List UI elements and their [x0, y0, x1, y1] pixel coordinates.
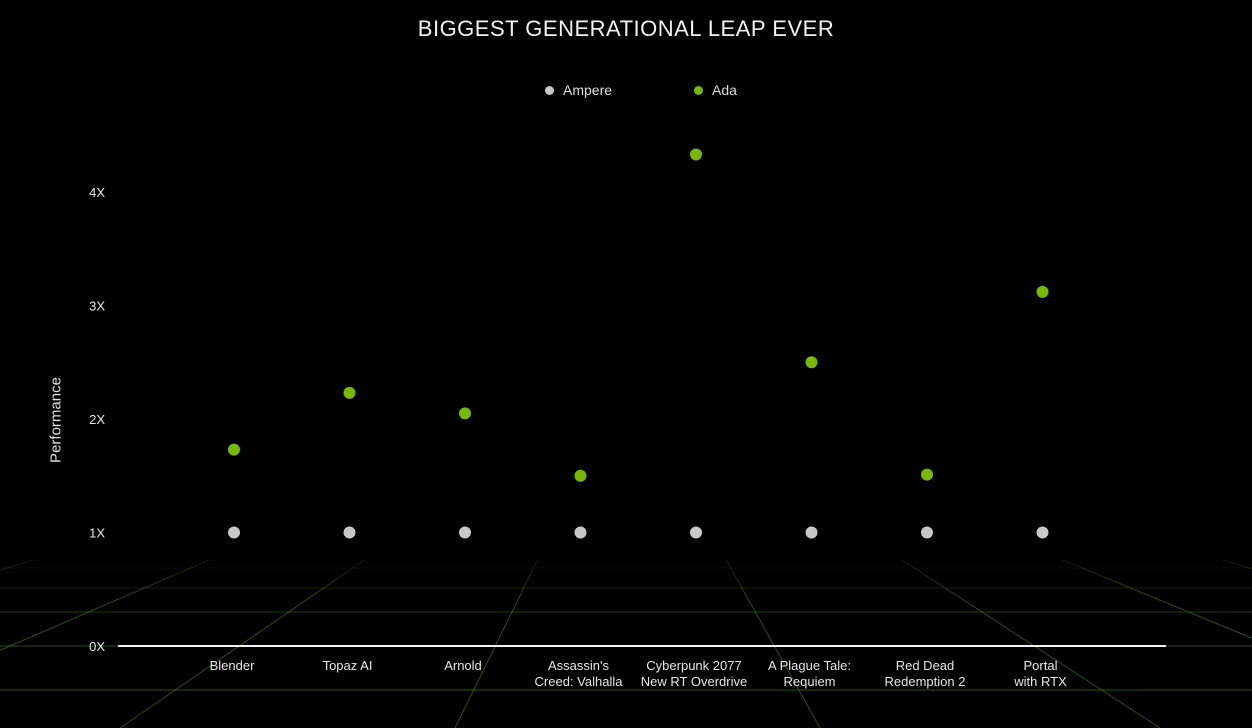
x-category-label-line: Creed: Valhalla — [535, 674, 624, 689]
x-category-label-line: Assassin's — [548, 658, 610, 673]
point-ada — [228, 443, 240, 456]
point-ampere — [228, 526, 240, 539]
category-labels: Blender Topaz AI Arnold Assassin's Creed: Va… — [210, 658, 1067, 689]
x-category-label: Arnold — [444, 658, 482, 673]
x-category-label: Portal with RTX — [1013, 658, 1067, 689]
x-category-label-line: Portal — [1024, 658, 1058, 673]
point-ampere — [690, 526, 702, 539]
x-category-label-line: Red Dead — [896, 658, 955, 673]
point-ada — [805, 356, 818, 369]
y-tick-label: 2X — [89, 412, 105, 427]
point-ampere — [459, 526, 471, 539]
x-category-label-line: Arnold — [444, 658, 482, 673]
x-category-label: Cyberpunk 2077 New RT Overdrive — [641, 658, 747, 689]
x-category-label-line: Topaz AI — [323, 658, 373, 673]
y-axis-label: Performance — [47, 377, 65, 463]
points-layer — [228, 148, 1049, 539]
y-tick-label: 1X — [89, 526, 105, 541]
legend-dot-ada — [694, 85, 704, 95]
x-category-label-line: New RT Overdrive — [641, 674, 747, 689]
legend-item-ampere: Ampere — [545, 82, 612, 98]
floor-fade — [0, 540, 1252, 600]
point-ampere — [805, 526, 818, 539]
x-category-label-line: with RTX — [1013, 674, 1067, 689]
legend-label-ampere: Ampere — [563, 82, 613, 98]
x-category-label-line: A Plague Tale: — [768, 658, 851, 673]
point-ampere — [574, 526, 587, 539]
floor-grid-decoration — [0, 540, 1252, 728]
x-category-label: Topaz AI — [323, 658, 373, 673]
point-ada — [921, 468, 933, 481]
point-ada — [574, 469, 587, 482]
axis-layer: 0X 1X 2X 3X 4X — [89, 185, 1166, 654]
point-ada — [1036, 285, 1049, 298]
y-tick-label: 3X — [89, 299, 105, 314]
legend-item-ada: Ada — [694, 82, 737, 98]
point-ada — [459, 407, 471, 420]
x-category-label: A Plague Tale: Requiem — [768, 658, 851, 689]
y-tick-label: 4X — [89, 185, 105, 200]
point-ada — [343, 386, 356, 399]
point-ada — [690, 148, 702, 161]
point-ampere — [921, 526, 933, 539]
x-category-label-line: Redemption 2 — [885, 674, 966, 689]
legend: Ampere Ada — [0, 82, 1252, 98]
legend-dot-ampere — [545, 85, 555, 95]
point-ampere — [1036, 526, 1049, 539]
x-category-label: Assassin's Creed: Valhalla — [535, 658, 624, 689]
chart-title: BIGGEST GENERATIONAL LEAP EVER — [417, 16, 835, 41]
x-category-label: Red Dead Redemption 2 — [885, 658, 966, 689]
x-category-label: Blender — [210, 658, 255, 673]
x-category-label-line: Requiem — [783, 674, 835, 689]
point-ampere — [343, 526, 356, 539]
x-category-label-line: Cyberpunk 2077 — [646, 658, 741, 673]
y-tick-label: 0X — [89, 639, 105, 654]
x-category-label-line: Blender — [210, 658, 255, 673]
legend-label-ada: Ada — [712, 82, 737, 98]
